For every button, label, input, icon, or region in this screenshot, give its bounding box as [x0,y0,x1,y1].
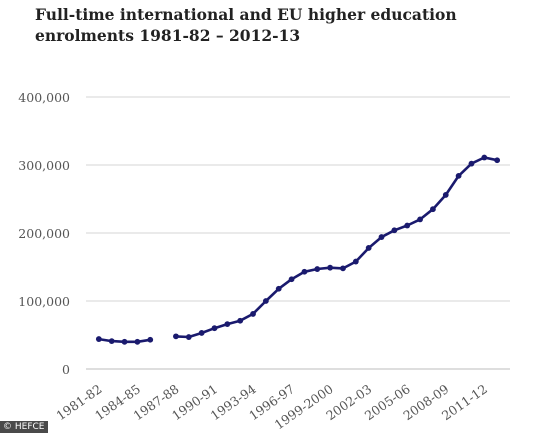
data-point [468,160,475,167]
series-points [95,154,501,345]
chart-title-line-1: Full-time international and EU higher ed… [35,5,457,24]
data-point [404,222,411,229]
data-point [314,266,321,272]
data-point [237,317,244,324]
data-point [481,154,488,161]
data-point [275,285,282,292]
data-point [417,216,423,223]
series-line [175,156,498,339]
data-point [262,298,269,304]
data-point [494,157,501,164]
y-tick-label: 0 [62,362,70,377]
data-point [365,245,372,251]
data-point [134,338,141,345]
x-axis-tick-labels: 1981-821984-851987-881990-911993-941996-… [53,381,490,432]
series-lines [98,156,498,344]
data-point [442,192,449,198]
data-point [211,325,218,332]
data-point [198,330,205,336]
data-point [455,172,462,179]
gridlines [86,96,510,370]
image-credit: © HEFCE [0,421,49,433]
data-point [327,264,334,271]
data-point [95,336,102,342]
data-point [340,265,346,272]
data-point [391,227,398,234]
chart-title: Full-time international and EU higher ed… [35,4,515,46]
data-point [352,258,359,265]
data-point [378,234,385,240]
data-point [147,336,154,343]
data-point [185,334,192,340]
chart-title-line-2: enrolments 1981-82 – 2012-13 [35,26,301,45]
data-point [224,321,231,328]
data-point [121,338,128,345]
data-point [430,206,436,213]
data-point [250,311,256,317]
y-tick-label: 200,000 [18,226,70,241]
data-point [173,333,179,340]
y-axis-tick-labels: 0 100,000 200,000 300,000 400,000 [18,90,70,377]
y-tick-label: 400,000 [18,90,70,105]
y-tick-label: 300,000 [18,158,70,173]
data-point [301,268,308,275]
y-tick-label: 100,000 [18,294,70,309]
data-point [288,276,295,283]
data-point [108,338,115,345]
